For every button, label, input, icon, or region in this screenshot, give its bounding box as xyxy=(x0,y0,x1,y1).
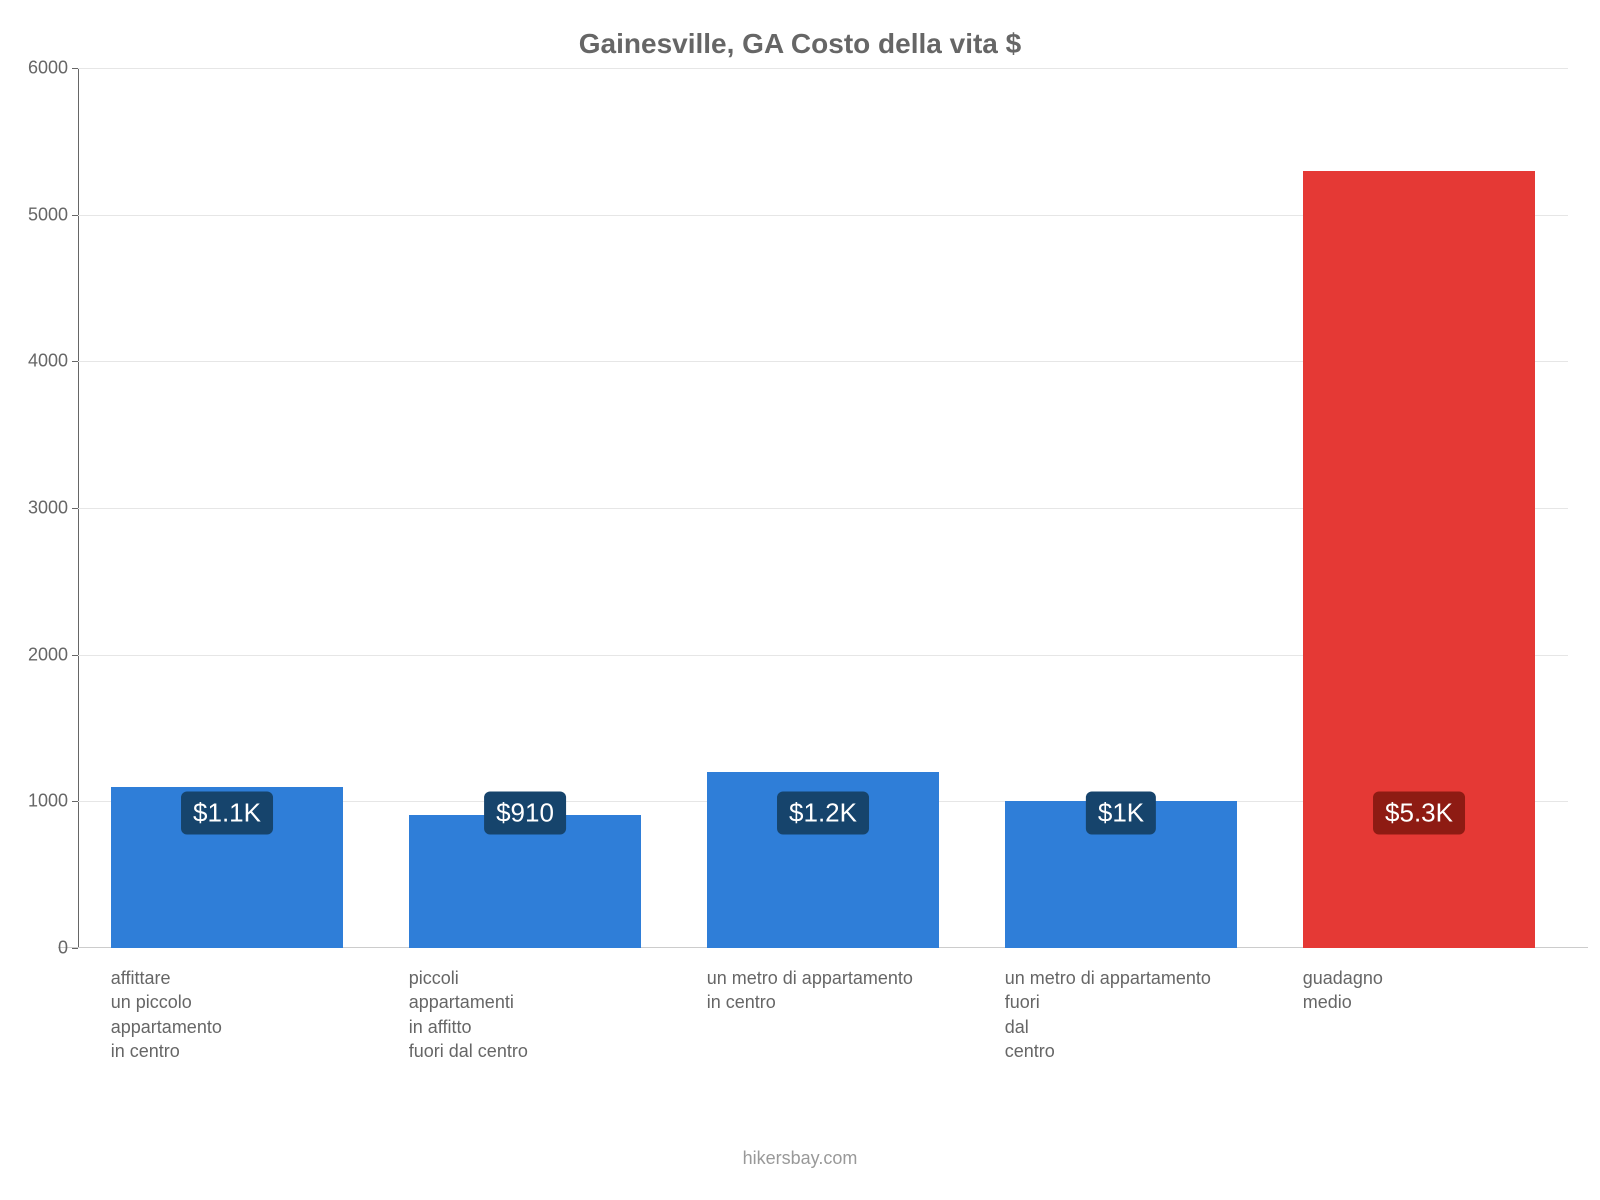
x-category-label: piccoliappartamentiin affittofuori dal c… xyxy=(409,948,641,1063)
y-tick-label: 0 xyxy=(58,938,78,959)
y-tick-label: 2000 xyxy=(28,644,78,665)
x-category-label: affittareun piccoloappartamentoin centro xyxy=(111,948,343,1063)
bar-value-label: $5.3K xyxy=(1373,792,1465,835)
bar-value-label: $910 xyxy=(484,792,566,835)
x-category-label-line: un piccolo xyxy=(111,990,343,1014)
bar-value-label: $1K xyxy=(1086,792,1156,835)
x-category-label-line: affittare xyxy=(111,966,343,990)
plot-area: 0100020003000400050006000$1.1Kaffittareu… xyxy=(78,68,1568,948)
bar xyxy=(409,815,641,948)
x-category-label-line: appartamento xyxy=(111,1015,343,1039)
chart-title: Gainesville, GA Costo della vita $ xyxy=(0,28,1600,60)
y-tick-label: 3000 xyxy=(28,498,78,519)
x-category-label-line: un metro di appartamento xyxy=(1005,966,1237,990)
y-tick-label: 1000 xyxy=(28,791,78,812)
x-category-label-line: in centro xyxy=(111,1039,343,1063)
x-category-label: un metro di appartamentofuoridalcentro xyxy=(1005,948,1237,1063)
x-category-label-line: in affitto xyxy=(409,1015,641,1039)
x-category-label-line: appartamenti xyxy=(409,990,641,1014)
x-category-label-line: medio xyxy=(1303,990,1535,1014)
bar-value-label: $1.1K xyxy=(181,792,273,835)
x-category-label-line: piccoli xyxy=(409,966,641,990)
x-category-label: un metro di appartamentoin centro xyxy=(707,948,939,1015)
cost-of-living-chart: Gainesville, GA Costo della vita $ 01000… xyxy=(0,0,1600,1200)
x-category-label-line: dal xyxy=(1005,1015,1237,1039)
y-tick-label: 6000 xyxy=(28,58,78,79)
x-category-label-line: un metro di appartamento xyxy=(707,966,939,990)
x-category-label-line: fuori xyxy=(1005,990,1237,1014)
chart-footer: hikersbay.com xyxy=(0,1148,1600,1169)
y-tick-label: 5000 xyxy=(28,204,78,225)
bar-value-label: $1.2K xyxy=(777,792,869,835)
gridline xyxy=(78,68,1568,69)
x-category-label-line: fuori dal centro xyxy=(409,1039,641,1063)
x-category-label-line: in centro xyxy=(707,990,939,1014)
y-tick-label: 4000 xyxy=(28,351,78,372)
x-category-label: guadagnomedio xyxy=(1303,948,1535,1015)
x-category-label-line: centro xyxy=(1005,1039,1237,1063)
x-category-label-line: guadagno xyxy=(1303,966,1535,990)
